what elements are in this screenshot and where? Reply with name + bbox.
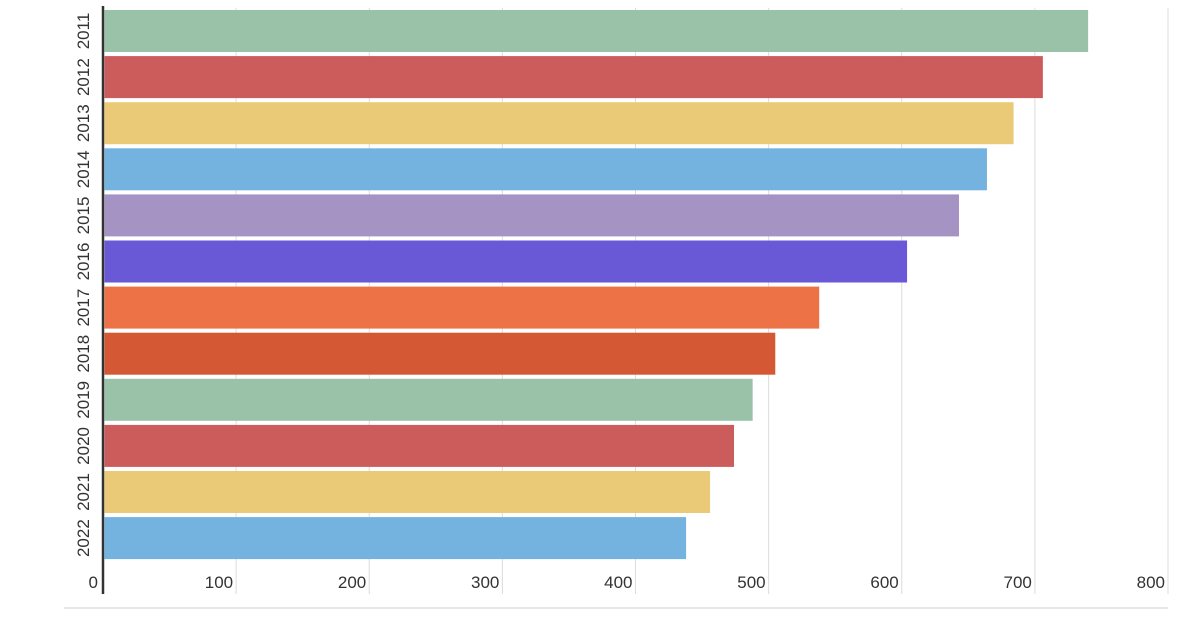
bar-2011 [104, 10, 1089, 52]
x-tick-label: 600 [870, 573, 898, 592]
y-tick-label-2018: 2018 [74, 335, 93, 373]
x-tick-label: 0 [89, 573, 98, 592]
x-tick-label: 400 [604, 573, 632, 592]
y-tick-label-2015: 2015 [74, 196, 93, 234]
bar-2022 [104, 517, 687, 560]
bar-2012 [104, 56, 1043, 99]
y-tick-label-2020: 2020 [74, 427, 93, 465]
x-tick-label: 800 [1137, 573, 1165, 592]
bar-2021 [104, 471, 711, 513]
bars [104, 10, 1089, 560]
y-tick-label-2014: 2014 [74, 150, 93, 188]
x-tick-label: 200 [338, 573, 366, 592]
bar-2016 [104, 240, 908, 283]
y-tick-label-2011: 2011 [74, 13, 93, 50]
x-tick-labels: 0 100 200 300 400 500 600 700 800 [89, 573, 1165, 592]
bar-2019 [104, 378, 753, 421]
y-tick-label-2022: 2022 [74, 519, 93, 557]
y-tick-label-2013: 2013 [74, 104, 93, 142]
y-tick-label-2012: 2012 [74, 58, 93, 96]
y-tick-label-2019: 2019 [74, 381, 93, 419]
bar-2020 [104, 424, 735, 467]
bar-2013 [104, 102, 1014, 145]
y-tick-label-2016: 2016 [74, 243, 93, 281]
y-tick-label-2021: 2021 [74, 473, 93, 511]
x-tick-label: 300 [471, 573, 499, 592]
y-tick-labels: 2011 2012 2013 2014 2015 2016 2017 2018 2019 2020… [74, 13, 93, 557]
bar-2018 [104, 332, 776, 375]
y-tick-label-2017: 2017 [74, 289, 93, 327]
x-tick-label: 500 [737, 573, 765, 592]
bar-2015 [104, 194, 959, 237]
x-tick-label: 100 [205, 573, 233, 592]
bar-2017 [104, 286, 820, 329]
bar-2014 [104, 148, 987, 191]
x-tick-label: 700 [1004, 573, 1032, 592]
